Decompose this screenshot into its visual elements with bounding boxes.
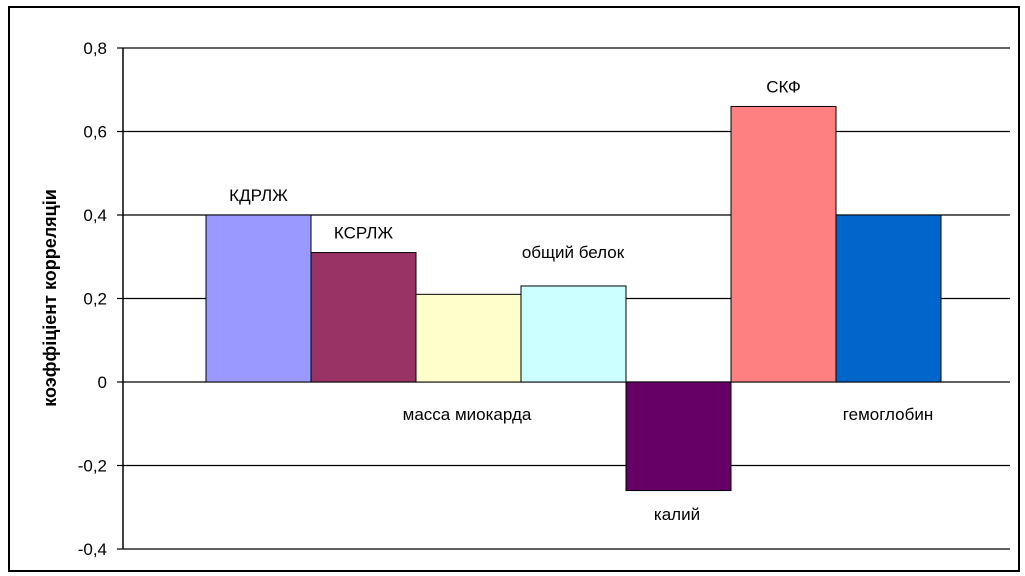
bar [730,105,837,383]
y-tick-labels: 0,8 0,6 0,4 0,2 0 -0,2 -0,4 [78,39,107,559]
bar [310,252,417,383]
y-tick-label: -0,2 [78,457,107,476]
bar [835,214,942,383]
bar [415,293,522,383]
y-tick-label: 0,8 [83,39,107,58]
bars [205,105,942,492]
bar [205,214,312,383]
y-axis-title: коэффіціент корреляціи [40,189,60,407]
y-tick-label: 0,6 [83,123,107,142]
bar [520,285,627,383]
bar-labels: КДРЛЖ КСРЛЖ масса миокарда общий белок калий… [229,77,933,524]
bar-label: КСРЛЖ [334,224,394,243]
y-tick-label: 0 [98,373,107,392]
y-tick-label: 0,2 [83,290,107,309]
bar [625,381,732,492]
bar-label: СКФ [766,77,801,96]
y-tick-label: -0,4 [78,540,107,559]
bar-label: масса миокарда [403,405,532,424]
bar-label: гемоглобин [843,405,933,424]
bar-label: общий белок [522,243,625,262]
bar-label: КДРЛЖ [229,186,288,205]
y-tick-label: 0,4 [83,206,107,225]
bar-label: калий [654,505,700,524]
